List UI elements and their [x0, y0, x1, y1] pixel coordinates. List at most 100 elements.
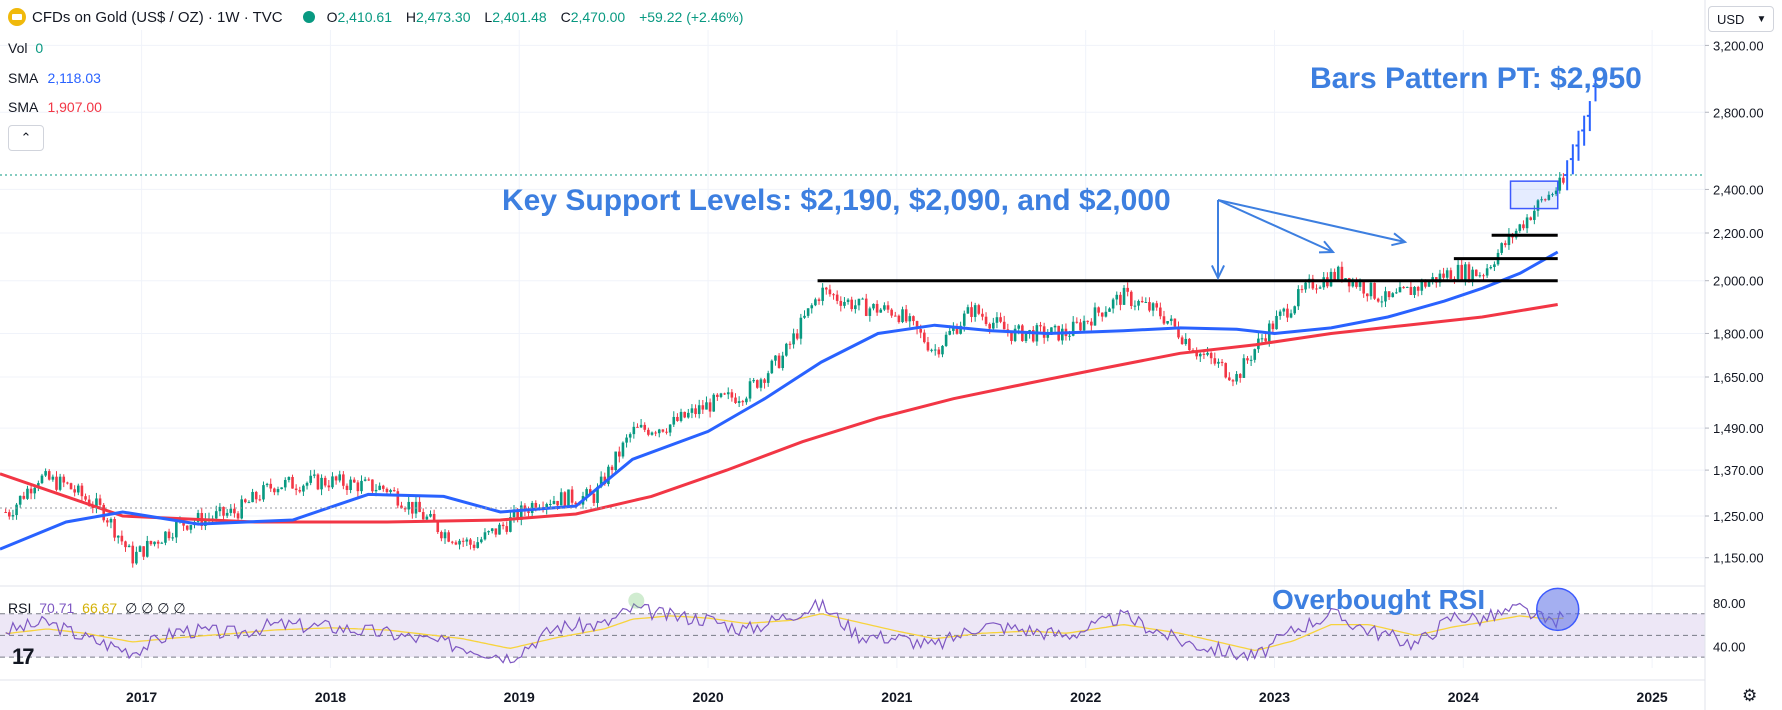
- annotation-arrowhead: [1391, 232, 1408, 247]
- sma-fast-label: SMA: [8, 70, 38, 86]
- symbol-title[interactable]: CFDs on Gold (US$ / OZ) · 1W · TVC: [32, 8, 283, 26]
- rsi-peak-marker: [628, 592, 645, 609]
- candle-body: [636, 426, 639, 428]
- candle-body: [904, 309, 908, 322]
- candle-body: [258, 499, 262, 501]
- candle-body: [1177, 326, 1180, 338]
- candle-body: [124, 541, 127, 548]
- candle-body: [469, 539, 472, 545]
- candle-body: [106, 520, 109, 523]
- candle-body: [1090, 321, 1093, 326]
- annotation-arrowhead: [1211, 264, 1225, 281]
- candle-body: [1224, 363, 1228, 378]
- candle-body: [774, 355, 777, 361]
- candle-body: [915, 321, 919, 329]
- candle-body: [679, 411, 683, 421]
- candle-body: [18, 495, 22, 505]
- candle-body: [113, 518, 116, 538]
- candle-body: [523, 505, 527, 512]
- candle-body: [1217, 361, 1220, 364]
- candle-body: [432, 513, 436, 522]
- candle-body: [102, 504, 106, 521]
- candle-body: [175, 522, 178, 538]
- candle-body: [777, 355, 781, 369]
- candle-body: [1344, 278, 1347, 281]
- rsi-tick-label: 80.00: [1713, 596, 1746, 611]
- candle-body: [1075, 321, 1079, 323]
- candle-body: [1140, 300, 1144, 303]
- candle-body: [1017, 325, 1021, 329]
- candle-body: [512, 509, 516, 518]
- sma-fast-indicator[interactable]: SMA 2,118.03: [8, 70, 101, 86]
- candle-body: [1246, 358, 1249, 361]
- candle-body: [741, 401, 745, 403]
- candle-body: [116, 535, 120, 538]
- currency-select[interactable]: USD ▼: [1708, 6, 1774, 32]
- candle-body: [309, 475, 312, 483]
- candle-body: [654, 432, 657, 434]
- candle-body: [494, 528, 498, 535]
- candle-body: [977, 305, 981, 314]
- candle-body: [824, 287, 828, 290]
- candle-body: [843, 301, 846, 306]
- candle-body: [323, 477, 327, 486]
- candle-body: [1213, 358, 1217, 364]
- candle-body: [534, 502, 538, 510]
- overbought-highlight: [1535, 587, 1580, 632]
- candle-body: [1260, 338, 1264, 340]
- collapse-indicators-button[interactable]: ⌃: [8, 125, 44, 151]
- tradingview-logo[interactable]: 17: [12, 644, 35, 669]
- sma-fast-line: [0, 250, 1559, 551]
- rsi-legend[interactable]: RSI 70.71 66.67 ∅ ∅ ∅ ∅: [8, 600, 186, 617]
- candle-body: [1424, 281, 1427, 287]
- candle-body: [937, 349, 941, 355]
- candle-body: [425, 516, 429, 520]
- candle-body: [305, 482, 309, 486]
- candle-body: [1442, 273, 1445, 278]
- candle-body: [1155, 303, 1159, 308]
- y-tick-label: 1,370.00: [1713, 463, 1764, 478]
- candle-body: [1362, 282, 1365, 294]
- gear-icon[interactable]: ⚙: [1742, 686, 1758, 705]
- candle-body: [552, 500, 556, 504]
- candle-body: [229, 508, 233, 513]
- candle-body: [349, 479, 352, 491]
- candle-body: [1500, 243, 1503, 253]
- candle-body: [1489, 267, 1493, 269]
- high-value: 2,473.30: [416, 9, 471, 25]
- candle-body: [1133, 305, 1137, 307]
- candle-body: [1024, 333, 1028, 342]
- x-tick-label: 2022: [1070, 689, 1101, 705]
- candle-body: [1053, 325, 1057, 328]
- candle-body: [131, 545, 135, 564]
- candle-body: [254, 491, 258, 500]
- candle-body: [189, 525, 193, 530]
- candle-body: [135, 551, 138, 564]
- candle-body: [1275, 315, 1278, 330]
- chart-header: CFDs on Gold (US$ / OZ) · 1W · TVC O2,41…: [8, 8, 753, 26]
- vol-indicator[interactable]: Vol 0: [8, 40, 43, 56]
- candle-body: [959, 325, 962, 334]
- candle-body: [15, 504, 18, 516]
- candle-body: [944, 334, 948, 346]
- candle-body: [745, 398, 748, 403]
- candle-body: [352, 479, 356, 483]
- candle-body: [1122, 287, 1126, 305]
- candle-body: [1249, 359, 1253, 361]
- y-tick-label: 2,200.00: [1713, 226, 1764, 241]
- candle-body: [861, 298, 864, 300]
- candle-body: [480, 539, 483, 543]
- candle-body: [788, 343, 792, 345]
- candle-body: [167, 531, 171, 539]
- candle-body: [1347, 278, 1351, 287]
- candle-body: [1061, 328, 1064, 341]
- candle-body: [1474, 269, 1478, 277]
- candle-body: [440, 532, 443, 539]
- candle-body: [287, 476, 291, 480]
- candle-body: [447, 532, 450, 542]
- candle-body: [1373, 282, 1376, 299]
- candle-body: [570, 489, 574, 503]
- candle-body: [683, 411, 686, 418]
- sma-slow-indicator[interactable]: SMA 1,907.00: [8, 99, 102, 115]
